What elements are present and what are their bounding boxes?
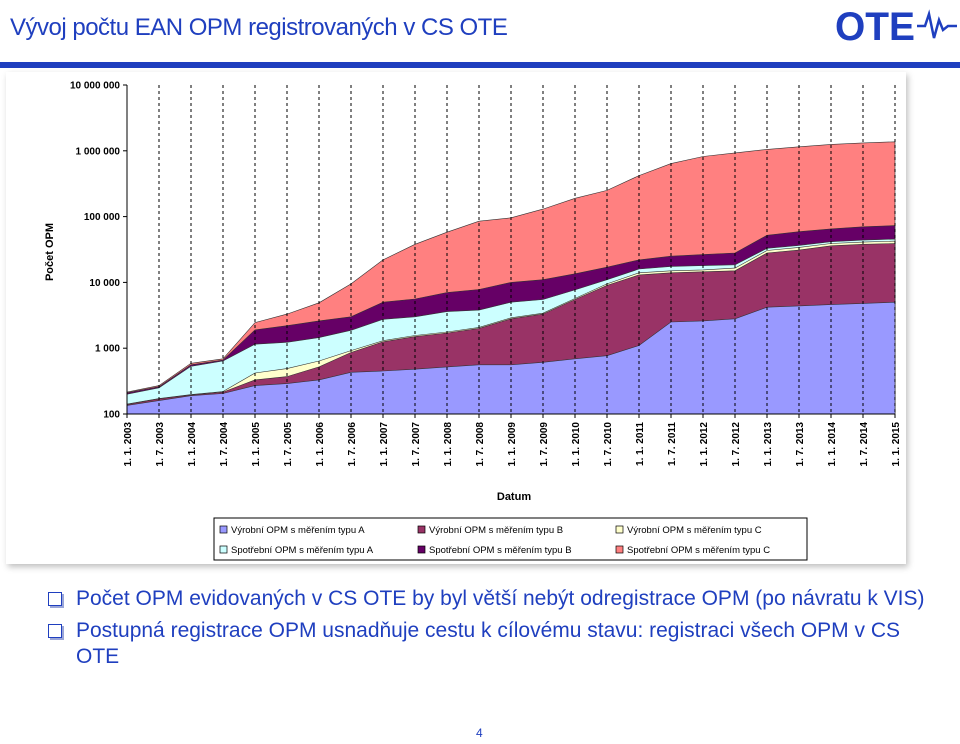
x-tick-label: 1. 1. 2012 [699, 422, 710, 467]
svg-text:OTE: OTE [835, 6, 915, 46]
bullet-item: Postupná registrace OPM usnadňuje cestu … [48, 618, 948, 670]
x-tick-label: 1. 7. 2012 [731, 422, 742, 467]
bullet-text: Postupná registrace OPM usnadňuje cestu … [76, 619, 901, 668]
legend-swatch [219, 525, 228, 534]
legend-label: Spotřební OPM s měřením typu C [627, 545, 770, 556]
y-tick-label: 1 000 000 [76, 146, 121, 157]
x-tick-label: 1. 7. 2014 [859, 422, 870, 467]
x-tick-label: 1. 1. 2005 [251, 422, 262, 467]
legend-swatch [417, 545, 426, 554]
x-tick-label: 1. 1. 2004 [187, 422, 198, 467]
x-tick-label: 1. 7. 2011 [667, 422, 678, 466]
y-tick-label: 100 000 [84, 212, 121, 223]
x-tick-label: 1. 1. 2013 [763, 422, 774, 467]
legend-label: Výrobní OPM s měřením typu B [429, 525, 563, 536]
slide-title: Vývoj počtu EAN OPM registrovaných v CS … [10, 14, 508, 41]
x-tick-label: 1. 1. 2008 [443, 422, 454, 467]
chart-frame: 100 1 000 10 000 100 000 1 000 000 10 000 000… [6, 72, 906, 564]
x-axis-title: Datum [497, 491, 531, 503]
checkbox-bullet-icon [48, 592, 62, 606]
x-tick-label: 1. 1. 2014 [827, 422, 838, 467]
bullet-item: Počet OPM evidovaných v CS OTE by byl vě… [48, 586, 948, 612]
legend-swatch [615, 525, 624, 534]
x-tick-label: 1. 1. 2006 [315, 422, 326, 467]
legend-label: Spotřební OPM s měřením typu A [231, 545, 374, 556]
legend-swatch [219, 545, 228, 554]
checkbox-bullet-icon [48, 624, 62, 638]
x-tick-label: 1. 7. 2003 [155, 422, 166, 467]
x-tick-label: 1. 1. 2009 [507, 422, 518, 467]
x-tick-label: 1. 1. 2011 [635, 422, 646, 466]
y-tick-label: 10 000 [89, 278, 120, 289]
x-tick-label: 1. 7. 2009 [539, 422, 550, 467]
legend-label: Výrobní OPM s měřením typu A [231, 525, 365, 536]
x-tick-label: 1. 7. 2013 [795, 422, 806, 467]
page-number: 4 [476, 726, 483, 740]
x-tick-label: 1. 1. 2010 [571, 422, 582, 467]
chart: 100 1 000 10 000 100 000 1 000 000 10 000 000… [44, 81, 902, 561]
bullet-list: Počet OPM evidovaných v CS OTE by byl vě… [48, 586, 948, 676]
y-axis-title: Počet OPM [44, 223, 56, 281]
x-tick-label: 1. 7. 2006 [347, 422, 358, 467]
legend-box [213, 517, 808, 561]
title-divider [0, 62, 960, 68]
x-tick-label: 1. 1. 2007 [379, 422, 390, 467]
x-tick-label: 1. 7. 2005 [283, 422, 294, 467]
x-tick-label: 1. 7. 2008 [475, 422, 486, 467]
x-tick-label: 1. 7. 2004 [219, 422, 230, 467]
y-tick-label: 100 [103, 410, 120, 421]
y-tick-label: 1 000 [95, 344, 120, 355]
x-tick-label: 1. 1. 2015 [891, 422, 902, 467]
legend-label: Výrobní OPM s měřením typu C [627, 525, 762, 536]
bullet-text: Počet OPM evidovaných v CS OTE by byl vě… [76, 587, 925, 610]
ote-logo-wave-icon: OTE [835, 6, 957, 46]
legend-swatch [615, 545, 624, 554]
x-tick-label: 1. 7. 2007 [411, 422, 422, 467]
legend-swatch [417, 525, 426, 534]
x-tick-label: 1. 1. 2003 [123, 422, 134, 467]
y-tick-label: 10 000 000 [70, 81, 120, 92]
legend-label: Spotřební OPM s měřením typu B [429, 545, 572, 556]
x-tick-label: 1. 7. 2010 [603, 422, 614, 467]
